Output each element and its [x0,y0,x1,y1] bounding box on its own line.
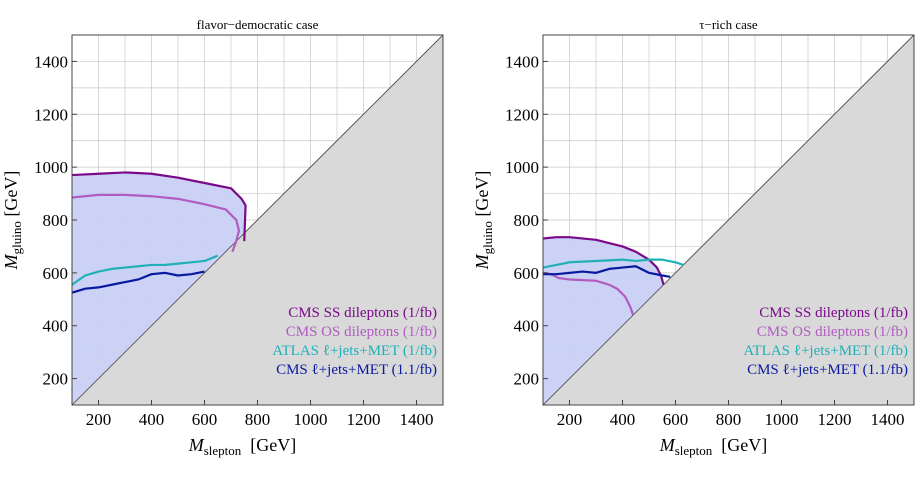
x-tick-label: 400 [610,410,636,429]
panel-title: flavor−democratic case [197,17,319,32]
legend-entry-3: CMS ℓ+jets+MET (1.1/fb) [276,362,437,378]
y-tick-label: 1400 [505,52,539,71]
y-tick-label: 1000 [34,158,68,177]
x-tick-label: 1000 [765,410,799,429]
x-tick-label: 1000 [294,410,328,429]
plot-area [543,35,914,405]
x-tick-label: 1200 [347,410,381,429]
x-tick-label: 600 [192,410,218,429]
y-tick-label: 1200 [34,105,68,124]
x-tick-label: 200 [86,410,112,429]
x-tick-label: 1400 [400,410,434,429]
x-tick-label: 800 [245,410,271,429]
x-tick-label: 1200 [818,410,852,429]
series-line-3 [72,270,205,294]
legend-entry-0: CMS SS dileptons (1/fb) [288,305,437,321]
series-line-0 [72,171,247,242]
legend-entry-1: CMS OS dileptons (1/fb) [757,324,908,340]
panel-flavor-democratic: 200 400 600 800 1000 1200 1400 200 400 600 800 1000… [1,17,444,458]
x-tick-label: 1400 [871,410,905,429]
series-line-1 [72,193,241,253]
y-tick-label: 200 [43,370,69,389]
panel-tau-rich: 200 400 600 800 1000 1200 1400 200 400 600 800 1000… [472,17,915,458]
y-axis-label: Mgluino [GeV] [472,171,495,271]
diagonal-line-overlay [72,35,443,405]
panel-title: τ−rich case [699,17,758,32]
y-axis-label: Mgluino [GeV] [1,171,24,271]
x-tick-label: 200 [557,410,583,429]
y-tick-label: 400 [514,317,540,336]
y-tick-label: 1000 [505,158,539,177]
legend-entry-2: ATLAS ℓ+jets+MET (1/fb) [272,343,437,359]
y-tick-label: 800 [43,211,69,230]
y-tick-label: 600 [514,264,540,283]
legend-entry-0: CMS SS dileptons (1/fb) [759,305,908,321]
series-line-1 [543,271,635,316]
legend-entry-3: CMS ℓ+jets+MET (1.1/fb) [747,362,908,378]
series-line-3 [543,265,671,278]
legend-entry-1: CMS OS dileptons (1/fb) [286,324,437,340]
y-tick-label: 1200 [505,105,539,124]
y-tick-label: 200 [514,370,540,389]
x-tick-label: 600 [663,410,689,429]
series-line-2 [543,258,684,269]
x-axis-label: Mslepton [GeV] [659,435,768,458]
series-line-2 [72,254,219,286]
x-tick-label: 800 [716,410,742,429]
y-tick-label: 800 [514,211,540,230]
diagonal-line-overlay [543,35,914,405]
x-axis-label: Mslepton [GeV] [188,435,297,458]
x-tick-label: 400 [139,410,165,429]
y-tick-label: 1400 [34,52,68,71]
series-line-0 [543,236,665,286]
y-tick-label: 400 [43,317,69,336]
excluded-region-fill [72,172,246,405]
plot-area [72,35,443,405]
legend-entry-2: ATLAS ℓ+jets+MET (1/fb) [743,343,908,359]
y-tick-label: 600 [43,264,69,283]
